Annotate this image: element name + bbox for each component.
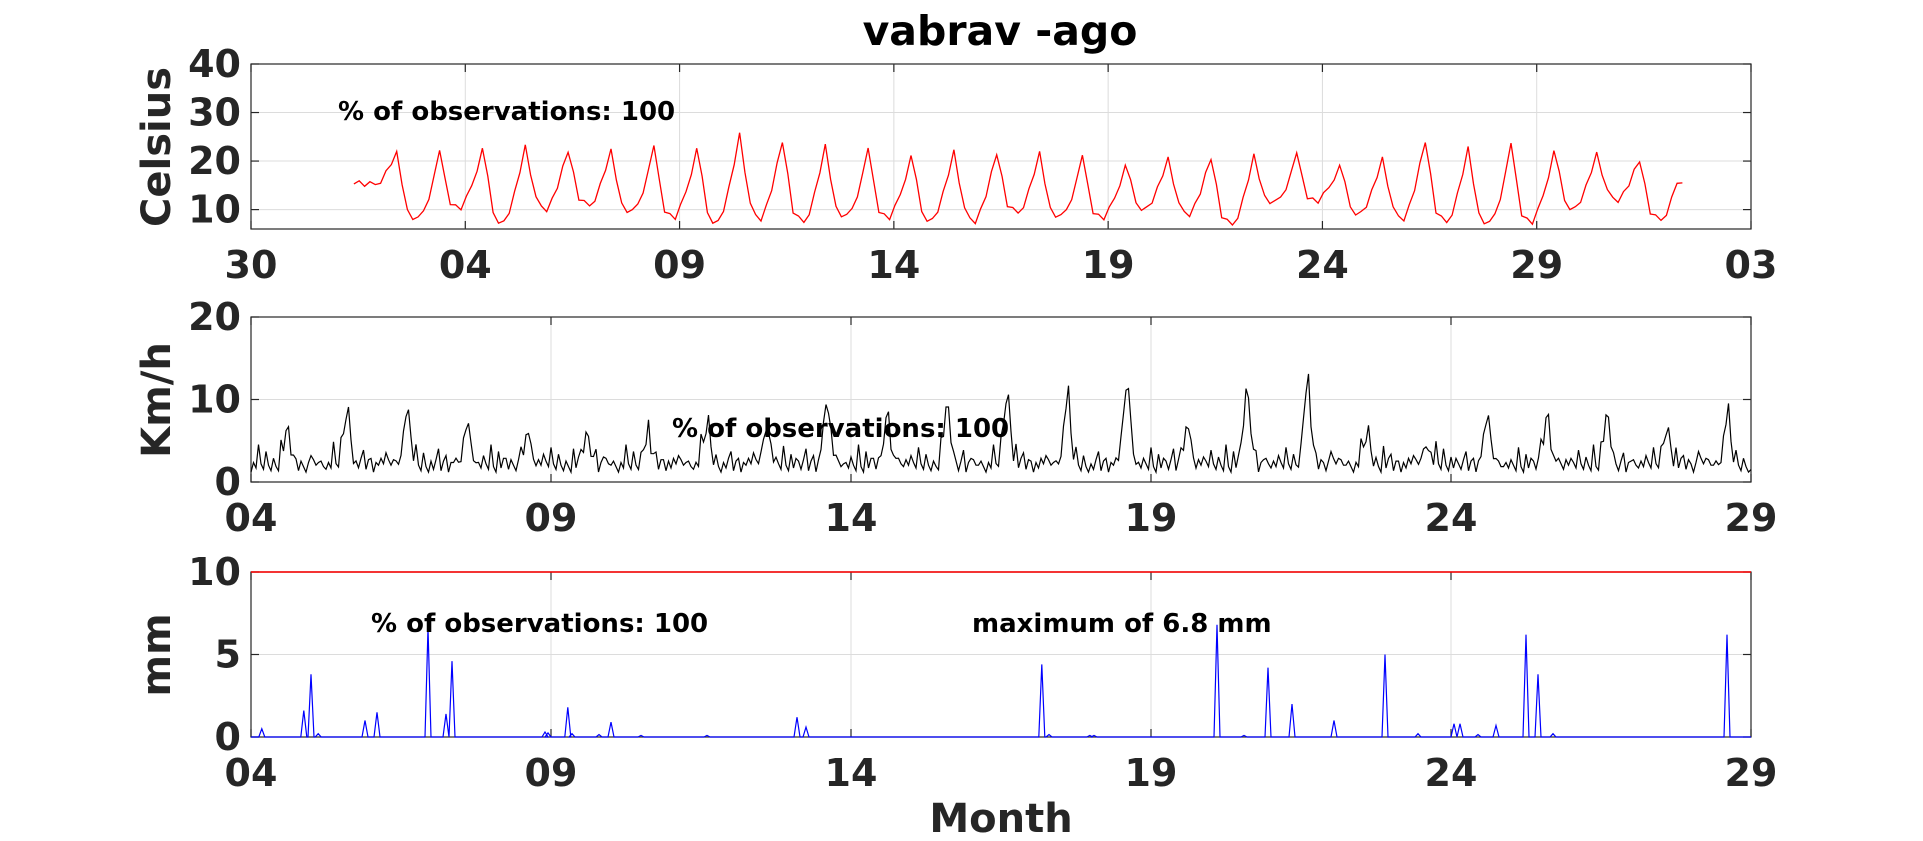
temperature-y-tick-label: 40 — [188, 42, 241, 86]
precipitation-x-tick-label: 29 — [1725, 751, 1778, 795]
temperature-x-tick-label: 30 — [225, 243, 278, 287]
figure-title: vabrav -ago — [863, 7, 1138, 55]
wind-y-tick-label: 10 — [188, 378, 241, 422]
wind-ticks: 04 09 14 19 24 29 0 10 20 — [188, 295, 1777, 540]
temperature-grid — [251, 64, 1751, 229]
wind-observations-annotation: % of observations: 100 — [672, 414, 1009, 444]
temperature-series-line — [353, 132, 1683, 226]
temperature-observations-annotation: % of observations: 100 — [338, 97, 675, 127]
temperature-axes — [250, 63, 1752, 230]
wind-x-tick-label: 09 — [525, 496, 578, 540]
wind-x-tick-label: 04 — [225, 496, 278, 540]
temperature-x-tick-label: 14 — [867, 243, 920, 287]
wind-x-tick-label: 19 — [1125, 496, 1178, 540]
temperature-y-tick-label: 10 — [188, 188, 241, 232]
precipitation-series-line — [251, 624, 1751, 738]
precipitation-y-tick-label: 10 — [188, 550, 241, 594]
temperature-x-tick-label: 09 — [653, 243, 706, 287]
wind-y-tick-label: 0 — [215, 460, 241, 504]
wind-grid — [251, 317, 1751, 482]
precipitation-x-tick-label: 09 — [525, 751, 578, 795]
wind-y-axis-label: Km/h — [134, 342, 180, 458]
wind-x-tick-label: 14 — [825, 496, 878, 540]
precipitation-maximum-annotation: maximum of 6.8 mm — [972, 609, 1272, 639]
precipitation-y-axis-label: mm — [134, 613, 180, 696]
temperature-y-tick-label: 30 — [188, 91, 241, 135]
wind-x-tick-label: 29 — [1725, 496, 1778, 540]
temperature-y-axis-label: Celsius — [134, 67, 180, 227]
temperature-x-tick-label: 19 — [1082, 243, 1135, 287]
temperature-x-tick-label: 24 — [1296, 243, 1349, 287]
precipitation-y-tick-label: 0 — [215, 715, 241, 759]
wind-y-tick-label: 20 — [188, 295, 241, 339]
precipitation-y-tick-label: 5 — [215, 633, 241, 677]
precipitation-x-tick-label: 24 — [1425, 751, 1478, 795]
wind-panel: 04 09 14 19 24 29 0 10 20 % of observations: 100… — [134, 295, 1777, 540]
temperature-x-tick-label: 29 — [1510, 243, 1563, 287]
temperature-x-tick-label: 03 — [1725, 243, 1778, 287]
precipitation-observations-annotation: % of observations: 100 — [371, 609, 708, 639]
wind-x-tick-label: 24 — [1425, 496, 1478, 540]
precipitation-ticks: 04 09 14 19 24 29 0 5 10 — [188, 550, 1777, 795]
precipitation-x-tick-label: 19 — [1125, 751, 1178, 795]
temperature-x-tick-label: 04 — [439, 243, 492, 287]
precipitation-x-tick-label: 04 — [225, 751, 278, 795]
x-axis-label: Month — [929, 796, 1072, 841]
precipitation-grid — [251, 572, 1751, 737]
precipitation-x-tick-label: 14 — [825, 751, 878, 795]
temperature-y-tick-label: 20 — [188, 139, 241, 183]
wind-series-line — [250, 373, 1752, 475]
